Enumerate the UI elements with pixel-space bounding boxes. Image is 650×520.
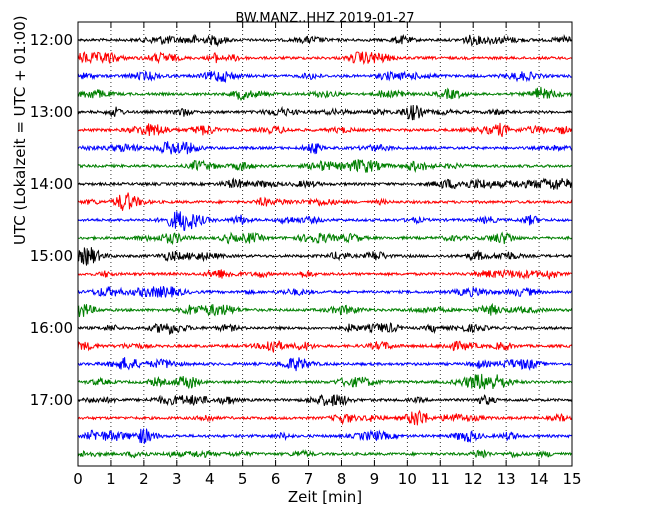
- x-tick-label: 15: [562, 470, 581, 488]
- y-tick-label: 15:00: [30, 247, 73, 265]
- seismic-trace-13:30: [77, 140, 573, 155]
- seismic-trace-12:45: [77, 86, 573, 102]
- x-tick-label: 7: [304, 470, 314, 488]
- y-tick-label: 13:00: [30, 103, 73, 121]
- seismic-trace-16:45: [77, 373, 573, 390]
- seismic-trace-15:30: [77, 285, 573, 298]
- x-tick-label: 11: [431, 470, 450, 488]
- seismic-trace-17:00: [77, 394, 573, 407]
- seismic-trace-13:00: [77, 105, 573, 121]
- seismic-trace-14:45: [77, 231, 573, 246]
- x-tick-label: 2: [139, 470, 149, 488]
- seismic-trace-17:30: [77, 427, 573, 444]
- x-tick-label: 4: [205, 470, 215, 488]
- seismic-trace-16:00: [77, 322, 573, 336]
- seismic-trace-15:15: [77, 268, 573, 280]
- seismic-trace-17:15: [77, 409, 573, 426]
- seismic-trace-14:00: [77, 177, 573, 190]
- y-axis-label: UTC (Lokalzeit = UTC + 01:00): [11, 15, 29, 245]
- seismic-trace-15:00: [77, 247, 573, 266]
- x-tick-label: 10: [398, 470, 417, 488]
- seismic-trace-12:15: [77, 51, 573, 66]
- x-tick-label: 1: [106, 470, 116, 488]
- seismic-trace-14:15: [77, 192, 573, 211]
- y-tick-label: 16:00: [30, 319, 73, 337]
- x-tick-label: 13: [497, 470, 516, 488]
- x-tick-label: 12: [464, 470, 483, 488]
- seismic-trace-13:45: [77, 158, 573, 173]
- seismic-trace-16:15: [77, 340, 573, 353]
- y-tick-label: 14:00: [30, 175, 73, 193]
- seismic-trace-15:45: [77, 302, 573, 318]
- seismic-trace-13:15: [77, 122, 573, 138]
- seismic-trace-12:00: [77, 33, 573, 48]
- seismic-trace-14:30: [77, 211, 573, 232]
- plot-frame: [77, 21, 573, 467]
- seismic-trace-12:30: [77, 70, 573, 84]
- y-tick-label: 12:00: [30, 31, 73, 49]
- x-tick-label: 14: [530, 470, 549, 488]
- seismic-trace-16:30: [77, 357, 573, 372]
- x-tick-label: 6: [271, 470, 281, 488]
- x-tick-label: 8: [337, 470, 347, 488]
- x-axis-label: Zeit [min]: [287, 488, 363, 506]
- y-tick-label: 17:00: [30, 391, 73, 409]
- seismic-trace-17:45: [77, 449, 573, 459]
- x-tick-label: 3: [172, 470, 182, 488]
- x-tick-label: 5: [238, 470, 248, 488]
- x-tick-label: 9: [370, 470, 380, 488]
- x-tick-label: 0: [73, 470, 83, 488]
